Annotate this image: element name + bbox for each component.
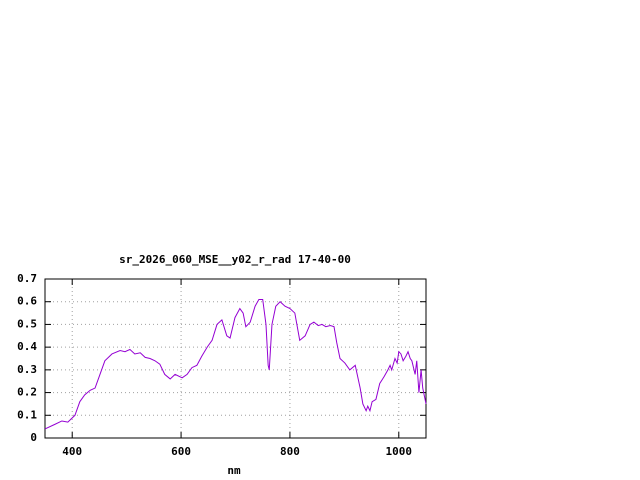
x-tick-label: 1000 [386, 445, 413, 458]
plot-frame [44, 278, 427, 439]
chart-title: sr_2026_060_MSE__y02_r_rad 17-40-00 [119, 253, 351, 266]
y-tick-label: 0.4 [17, 340, 37, 353]
y-tick-label: 0.7 [17, 272, 37, 285]
x-tick-label: 800 [280, 445, 300, 458]
y-tick-label: 0 [30, 431, 37, 444]
y-tick-label: 0.3 [17, 363, 37, 376]
y-tick-label: 0.6 [17, 295, 37, 308]
x-axis-label: nm [227, 464, 241, 477]
x-tick-label: 400 [62, 445, 82, 458]
data-line [44, 298, 427, 430]
x-tick-label: 600 [171, 445, 191, 458]
y-tick-label: 0.5 [17, 317, 37, 330]
y-tick-label: 0.1 [17, 408, 37, 421]
y-tick-label: 0.2 [17, 386, 37, 399]
